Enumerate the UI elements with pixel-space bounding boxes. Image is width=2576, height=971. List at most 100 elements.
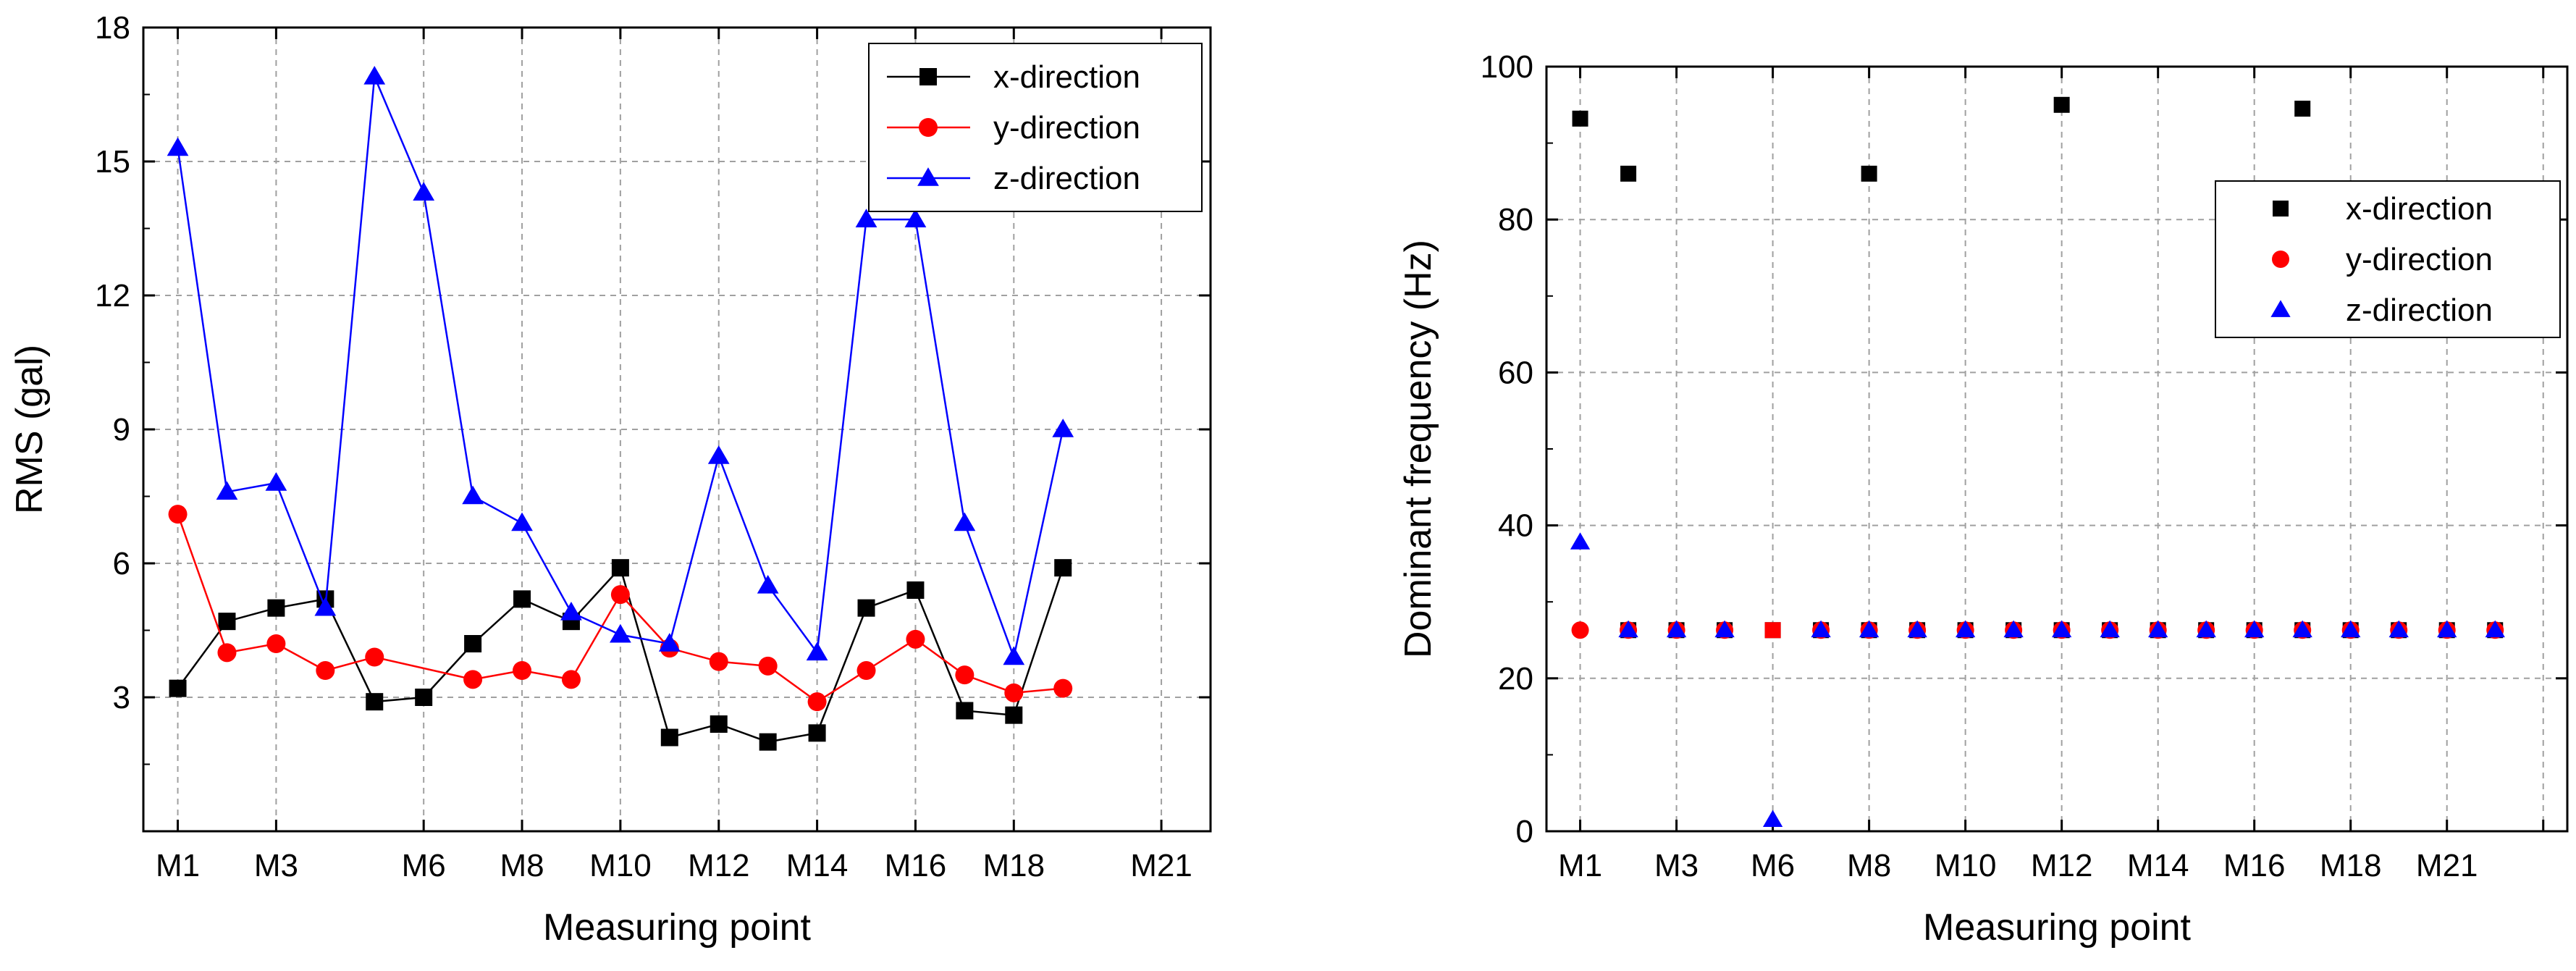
data-point-z-direction <box>2388 620 2409 638</box>
legend-marker-y-direction <box>2272 251 2289 268</box>
y-tick-label: 60 <box>1498 355 1533 390</box>
x-axis: M1 M3 M6 M8 M10 M12 M14 M16 M18 M21 <box>1558 67 2545 883</box>
data-point-x-direction <box>415 689 433 706</box>
x-tick-label: M3 <box>1654 848 1699 883</box>
data-point-y-direction <box>807 692 827 712</box>
data-point-z-direction <box>1859 620 1880 638</box>
y-tick-label: 40 <box>1498 508 1533 544</box>
data-point-z-direction <box>413 182 435 201</box>
data-point-x-direction <box>169 679 187 697</box>
data-point-z-direction <box>216 481 238 500</box>
data-point-z-direction <box>511 512 533 531</box>
series-z-direction <box>167 65 1074 665</box>
data-point-x-direction <box>660 728 678 747</box>
data-point-y-direction <box>463 670 483 689</box>
data-point-x-direction <box>513 590 531 608</box>
data-point-z-direction <box>1003 646 1025 665</box>
x-tick-label: M18 <box>2320 848 2382 883</box>
series-x-direction <box>1572 96 2504 639</box>
data-point-x-direction <box>464 635 482 652</box>
data-point-z-direction <box>1907 620 1927 638</box>
data-point-y-direction <box>856 661 876 680</box>
x-axis-title: Measuring point <box>543 907 812 949</box>
data-point-x-direction <box>906 581 925 599</box>
data-point-z-direction <box>2100 620 2120 638</box>
data-point-z-direction <box>1570 532 1591 550</box>
series-z-direction <box>1570 532 2505 828</box>
x-tick-label: M8 <box>500 848 544 883</box>
data-point-x-direction <box>2053 96 2070 113</box>
data-point-z-direction <box>1955 620 1976 638</box>
x-tick-label: M6 <box>402 848 446 883</box>
data-point-z-direction <box>757 574 779 594</box>
data-point-y-direction-square-at-M6 <box>1764 622 1781 639</box>
data-point-z-direction <box>806 642 828 661</box>
data-point-z-direction <box>855 209 877 227</box>
dominant-frequency-chart: 0 20 40 60 80 100 M1 M3 M6 M8 M10 M12 M14 M16 M18 M21 Me… <box>1397 49 2569 949</box>
data-point-y-direction <box>316 661 335 680</box>
data-point-x-direction <box>1005 706 1023 724</box>
data-point-x-direction <box>808 724 826 742</box>
y-axis-title: RMS (gal) <box>9 345 51 514</box>
data-point-z-direction <box>904 209 927 227</box>
data-point-z-direction <box>1762 810 1783 828</box>
y-tick-label: 18 <box>95 10 130 46</box>
x-tick-label: M14 <box>786 848 849 883</box>
data-point-z-direction <box>2244 620 2265 638</box>
data-point-x-direction <box>2294 101 2311 117</box>
y-tick-label: 9 <box>113 412 130 447</box>
y-tick-label: 80 <box>1498 202 1533 238</box>
series-y-direction-square-at-M6 <box>1764 622 1781 639</box>
legend-label-x-direction: x-direction <box>2346 191 2493 227</box>
data-point-x-direction <box>1572 110 1588 127</box>
legend-label-x-direction: x-direction <box>993 59 1140 95</box>
x-tick-label: M8 <box>1847 848 1891 883</box>
data-point-x-direction <box>267 599 285 617</box>
data-point-z-direction <box>167 137 189 156</box>
legend-marker-y-direction <box>919 118 938 137</box>
data-point-y-direction <box>513 661 532 680</box>
data-point-x-direction <box>956 702 974 720</box>
x-tick-label: M10 <box>589 848 652 883</box>
data-point-y-direction <box>1053 678 1073 698</box>
legend-marker-z-direction <box>917 167 939 186</box>
data-point-z-direction <box>1811 620 1831 638</box>
x-tick-label: M10 <box>1935 848 1997 883</box>
x-tick-label: M1 <box>1558 848 1602 883</box>
x-tick-label: M18 <box>982 848 1045 883</box>
x-tick-label: M16 <box>2223 848 2286 883</box>
data-point-z-direction <box>462 485 484 505</box>
data-point-z-direction <box>1052 419 1074 437</box>
y-axis: 0 20 40 60 80 100 <box>1481 49 2567 849</box>
x-tick-label: M3 <box>254 848 298 883</box>
data-point-y-direction <box>561 670 581 689</box>
legend-label-z-direction: z-direction <box>2346 293 2493 328</box>
data-point-z-direction <box>2292 620 2312 638</box>
data-point-z-direction <box>2148 620 2168 638</box>
legend: x-direction y-direction z-direction <box>868 43 1203 212</box>
legend-marker-z-direction <box>2270 300 2291 317</box>
x-tick-label: M1 <box>156 848 200 883</box>
data-point-z-direction <box>2052 620 2072 638</box>
data-point-x-direction <box>366 693 384 711</box>
legend-marker-x-direction <box>2273 201 2289 217</box>
data-point-z-direction <box>2003 620 2024 638</box>
data-point-z-direction <box>2437 620 2457 638</box>
data-point-y-direction <box>365 647 384 667</box>
x-tick-label: M12 <box>2031 848 2093 883</box>
data-point-y-direction <box>955 665 975 685</box>
data-point-x-direction <box>710 715 728 733</box>
data-point-y-direction <box>906 629 925 649</box>
x-axis: M1 M3 M6 M8 M10 M12 M14 M16 M18 M21 <box>156 28 1192 883</box>
data-point-z-direction <box>363 65 386 85</box>
data-point-y-direction <box>758 656 778 676</box>
rms-chart: 3 6 9 12 15 18 M1 M3 M6 M8 M10 M12 M14 M16 M18 M21 Measu… <box>9 10 1212 949</box>
data-point-y-direction <box>1004 683 1024 702</box>
data-point-z-direction <box>2341 620 2361 638</box>
legend-label-z-direction: z-direction <box>993 161 1140 196</box>
x-tick-label: M16 <box>885 848 947 883</box>
data-point-x-direction <box>1620 165 1637 182</box>
data-point-y-direction <box>217 643 237 663</box>
data-point-z-direction <box>658 633 681 652</box>
